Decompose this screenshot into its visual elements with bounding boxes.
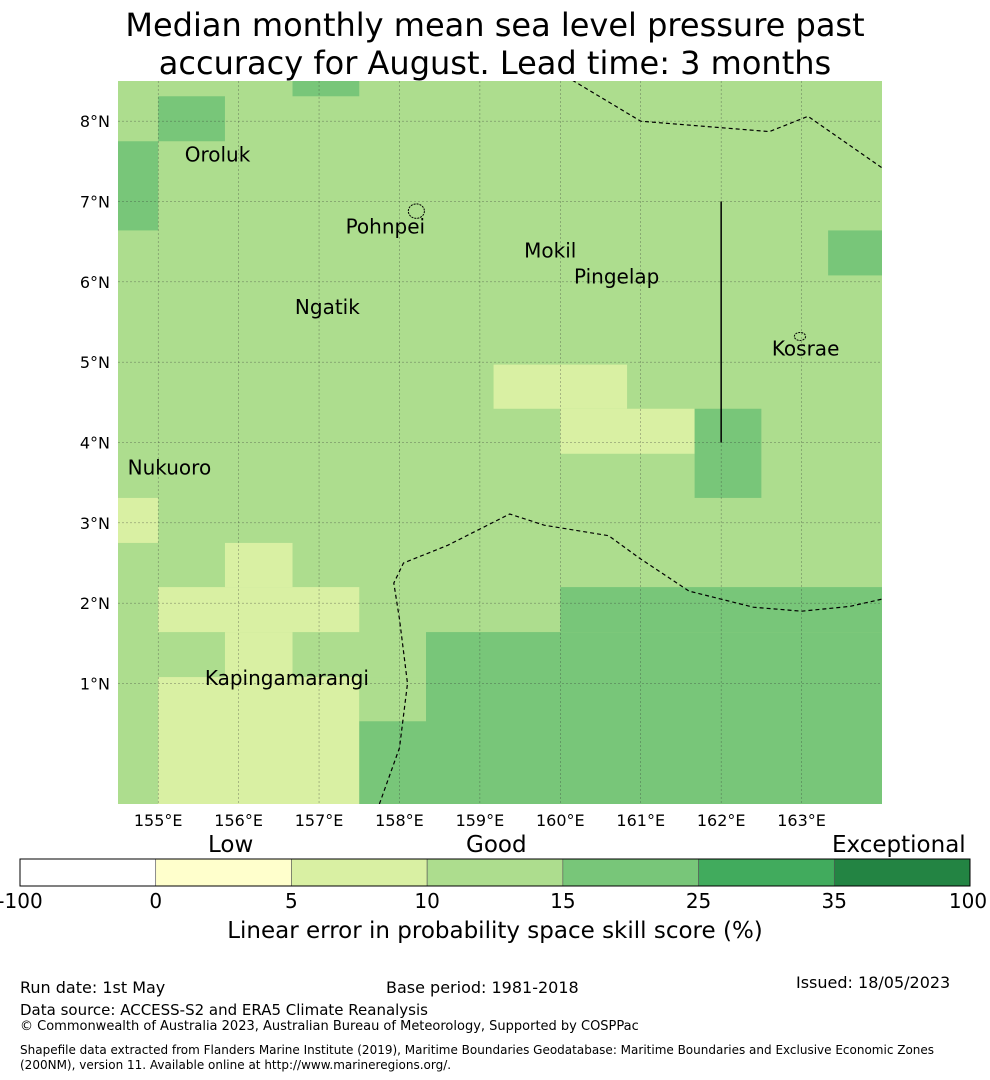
colorbar-tick-label: 15: [550, 889, 576, 913]
shapefile-credit: Shapefile data extracted from Flanders M…: [20, 1043, 935, 1072]
colorbar-segment: [155, 858, 292, 887]
lon-tick-label: 157°E: [295, 811, 344, 830]
skill-cell: [118, 141, 159, 231]
copyright: © Commonwealth of Australia 2023, Austra…: [20, 1019, 639, 1034]
lat-tick-label: 4°N: [80, 434, 110, 453]
skill-cell: [560, 408, 695, 454]
eez-boundary-line: [572, 81, 882, 169]
place-label: Pohnpei: [346, 215, 426, 239]
run-date: Run date: 1st May: [20, 978, 166, 997]
map-title-line-2: accuracy for August. Lead time: 3 months: [158, 44, 832, 82]
lon-tick-label: 162°E: [697, 811, 746, 830]
colorbar-segment: [19, 858, 157, 887]
place-label: Oroluk: [185, 142, 251, 166]
colorbar-outline: [19, 858, 971, 887]
skill-cell: [224, 542, 293, 588]
colorbar-segment: [426, 858, 564, 887]
axis-tick-labels: 155°E 156°E 157°E 158°E 159°E 160°E 161°E 162°E…: [80, 112, 826, 830]
colorbar-tick-label: 10: [414, 889, 440, 913]
place-label: Kapingamarangi: [205, 666, 369, 690]
place-label: Kosrae: [772, 337, 840, 361]
eez-boundary-line: [378, 513, 882, 804]
skill-cell: [828, 230, 882, 276]
colorbar-segment: [833, 858, 971, 887]
map-title: Median monthly mean sea level pressure p…: [0, 6, 990, 82]
colorbar: [19, 858, 971, 887]
skill-cell: [359, 677, 427, 722]
lat-tick-label: 8°N: [80, 112, 110, 131]
maritime-boundaries: [378, 81, 882, 804]
island-outline: [793, 331, 807, 341]
lat-tick-label: 3°N: [80, 514, 110, 533]
lon-tick-label: 161°E: [616, 811, 665, 830]
skill-cell: [158, 587, 360, 633]
lon-tick-label: 156°E: [214, 811, 263, 830]
colorbar-header-good: Good: [466, 832, 527, 858]
data-source: Data source: ACCESS-S2 and ERA5 Climate …: [20, 1001, 428, 1019]
issued-date: Issued: 18/05/2023: [796, 973, 951, 992]
colorbar-tick-label: 100: [948, 889, 988, 913]
colorbar-segment: [698, 858, 835, 887]
place-label: Pingelap: [574, 264, 659, 288]
base-period: Base period: 1981-2018: [386, 978, 579, 997]
place-label: Mokil: [524, 239, 576, 263]
colorbar-header-low: Low: [208, 832, 254, 858]
colorbar-tick-label: 35: [821, 889, 848, 913]
colorbar-tick-label: 0: [149, 889, 163, 913]
skill-cell: [426, 632, 882, 804]
skill-cell: [694, 408, 762, 498]
map-title-line-1: Median monthly mean sea level pressure p…: [125, 6, 865, 44]
colorbar-tick-label: 25: [685, 889, 712, 913]
skill-cell: [158, 96, 225, 142]
colorbar-segment: [291, 858, 428, 887]
colorbar-label: Linear error in probability space skill …: [227, 918, 763, 944]
lon-tick-label: 158°E: [375, 811, 424, 830]
skill-cell: [224, 632, 293, 678]
lat-tick-label: 1°N: [80, 675, 110, 694]
lon-tick-label: 159°E: [456, 811, 505, 830]
skill-cell: [118, 497, 159, 543]
colorbar-header-exceptional: Exceptional: [832, 832, 966, 858]
colorbar-tick-label: 5: [285, 889, 298, 913]
islands: [407, 203, 807, 341]
place-label: Nukuoro: [128, 456, 212, 480]
lon-tick-label: 160°E: [536, 811, 585, 830]
lat-tick-label: 7°N: [80, 193, 110, 212]
lon-tick-label: 155°E: [134, 811, 183, 830]
skill-cell: [158, 677, 360, 804]
lon-tick-label: 163°E: [777, 811, 826, 830]
colorbar-segment: [562, 858, 699, 887]
island-outline: [407, 203, 425, 219]
skill-cell: [359, 721, 427, 804]
lat-tick-label: 2°N: [80, 594, 110, 613]
colorbar-tick-label: -100: [0, 889, 43, 913]
skill-cell: [292, 81, 360, 97]
place-label: Ngatik: [295, 295, 360, 319]
lat-tick-label: 6°N: [80, 273, 110, 292]
lat-tick-label: 5°N: [80, 353, 110, 372]
